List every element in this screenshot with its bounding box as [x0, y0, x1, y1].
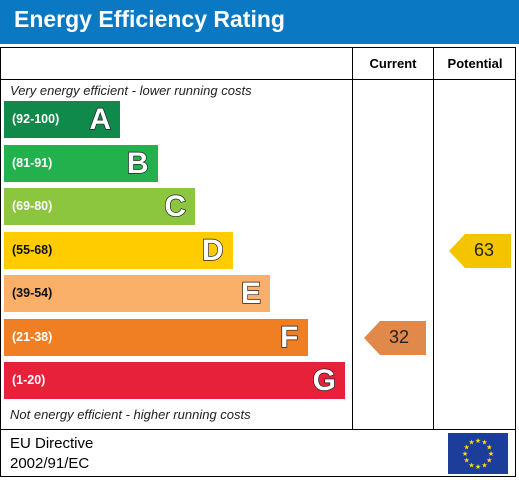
potential-rating-value: 63 [473, 239, 495, 260]
potential-arrow-shape [449, 233, 511, 268]
eu-star-icon: ★ [475, 437, 481, 445]
top-note: Very energy efficient - lower running co… [10, 83, 252, 98]
band-range-label: (92-100) [12, 112, 60, 126]
band-g: (1-20) G [4, 362, 345, 399]
eu-star-icon: ★ [481, 439, 487, 447]
band-range-label: (39-54) [12, 286, 53, 300]
band-letter: C [164, 189, 187, 223]
current-rating-arrow: 32 [364, 320, 426, 355]
band-c: (69-80) C [4, 188, 195, 225]
eu-star-icon: ★ [486, 457, 492, 465]
bottom-note: Not energy efficient - higher running co… [10, 407, 251, 422]
eu-directive-number: 2002/91/EC [10, 455, 90, 472]
current-arrow-shape [364, 320, 426, 355]
band-range-label: (55-68) [12, 242, 53, 257]
band-letter: A [89, 102, 112, 136]
header-divider [0, 79, 516, 80]
title-bar: Energy Efficiency Rating [0, 0, 519, 44]
chart-title: Energy Efficiency Rating [14, 6, 285, 32]
band-range-label: (69-80) [12, 199, 53, 213]
band-letter: D [201, 233, 224, 267]
potential-rating-arrow: 63 [449, 233, 511, 268]
band-range-label: (21-38) [12, 329, 53, 344]
band-letter: B [126, 146, 149, 180]
current-rating-value: 32 [388, 326, 410, 347]
eu-star-icon: ★ [468, 461, 474, 469]
eu-flag-icon: ★ ★ ★ ★ ★ ★ ★ ★ ★ ★ ★ ★ [448, 433, 508, 474]
eu-star-icon: ★ [464, 444, 470, 452]
eu-star-icon: ★ [462, 450, 468, 458]
eu-star-icon: ★ [486, 444, 492, 452]
band-range-label: (81-91) [12, 155, 53, 170]
rating-table [0, 47, 516, 477]
band-b: (81-91) B [4, 144, 158, 182]
current-column-divider [352, 47, 353, 430]
band-d: (55-68) D [4, 231, 233, 269]
current-column-header: Current [369, 56, 417, 71]
eu-star-icon: ★ [464, 457, 470, 465]
potential-column-divider [433, 47, 434, 430]
eu-star-icon: ★ [475, 463, 481, 471]
eu-star-icon: ★ [468, 439, 474, 447]
band-letter: G [312, 363, 337, 397]
eu-stars: ★ ★★★★★★★★★★★ [462, 437, 494, 471]
band-range-label: (1-20) [12, 373, 46, 387]
eu-star-icon: ★ [488, 450, 494, 458]
band-f: (21-38) F [4, 318, 308, 356]
eu-directive-label: EU Directive [10, 435, 94, 452]
footer-divider [0, 429, 516, 430]
band-e: (39-54) E [4, 275, 270, 312]
band-a: (92-100) A [4, 101, 120, 138]
band-letter: F [279, 320, 299, 354]
potential-column-header: Potential [447, 56, 503, 71]
eu-star-icon: ★ [481, 461, 487, 469]
band-letter: E [240, 276, 261, 310]
